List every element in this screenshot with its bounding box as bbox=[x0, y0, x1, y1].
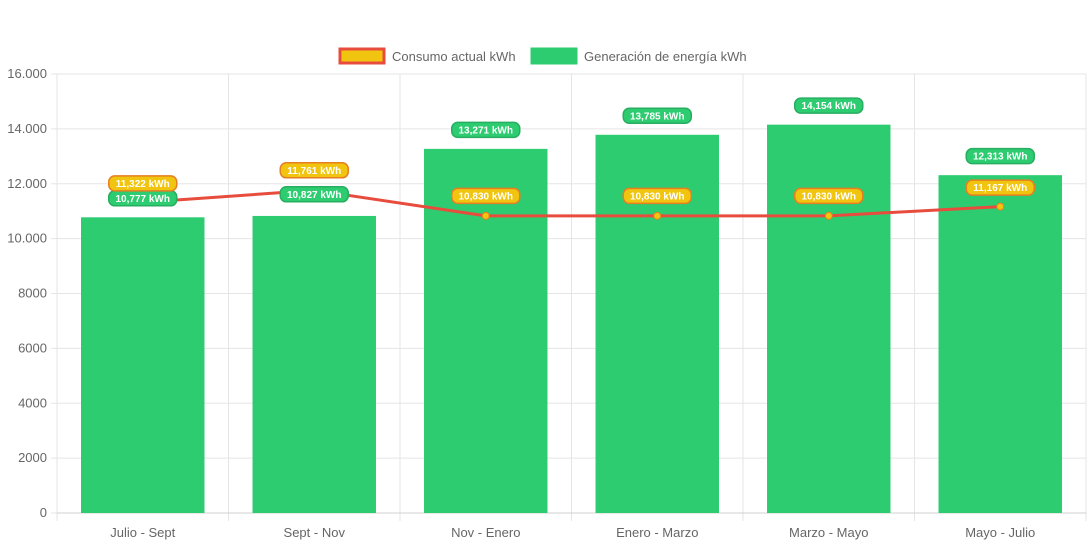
consumption-data-label: 11,761 kWh bbox=[279, 162, 349, 179]
generation-data-label-bg bbox=[622, 107, 692, 125]
y-tick-label: 14.000 bbox=[7, 121, 47, 136]
legend-label: Generación de energía kWh bbox=[584, 49, 747, 64]
consumption-data-label-text: 11,761 kWh bbox=[287, 166, 341, 177]
generation-data-label: 10,777 kWh bbox=[108, 190, 178, 207]
consumption-data-label: 10,830 kWh bbox=[794, 187, 864, 205]
generation-data-label-bg bbox=[451, 121, 521, 139]
consumption-data-label-text: 11,167 kWh bbox=[973, 183, 1027, 194]
x-tick-label: Nov - Enero bbox=[451, 525, 520, 540]
consumption-data-label-bg bbox=[108, 175, 178, 192]
generation-data-label: 14,154 kWh bbox=[794, 97, 864, 114]
generation-data-label-text: 10,777 kWh bbox=[116, 194, 170, 205]
consumption-data-label: 10,830 kWh bbox=[451, 187, 521, 205]
y-tick-label: 12.000 bbox=[7, 176, 47, 191]
generation-bars bbox=[81, 124, 1062, 514]
generation-data-label: 13,271 kWh bbox=[451, 121, 521, 139]
legend: Consumo actual kWh Generación de energía … bbox=[338, 47, 747, 65]
consumption-data-label-bg bbox=[965, 179, 1035, 196]
x-tick-label: Sept - Nov bbox=[284, 525, 346, 540]
generation-data-label-text: 13,271 kWh bbox=[459, 125, 513, 136]
generation-bar bbox=[252, 215, 376, 513]
generation-data-label-bg bbox=[794, 97, 864, 114]
legend-label: Consumo actual kWh bbox=[392, 49, 516, 64]
consumption-data-label: 11,322 kWh bbox=[108, 175, 178, 192]
consumption-data-label-text: 11,322 kWh bbox=[116, 179, 170, 190]
consumption-data-label-bg bbox=[794, 187, 864, 205]
x-tick-label: Julio - Sept bbox=[110, 525, 175, 540]
generation-data-label: 12,313 kWh bbox=[965, 147, 1035, 165]
consumption-point bbox=[824, 211, 833, 220]
y-tick-label: 8000 bbox=[18, 286, 47, 301]
generation-bar bbox=[81, 217, 205, 513]
y-tick-label: 4000 bbox=[18, 395, 47, 410]
consumption-point bbox=[481, 211, 490, 220]
y-axis: 0 2000 4000 6000 8000 10.000 12.000 14.000 16.00… bbox=[7, 66, 47, 520]
generation-data-label: 10,827 kWh bbox=[279, 186, 349, 203]
consumption-data-label-bg bbox=[622, 187, 692, 205]
consumption-data-label-text: 10,830 kWh bbox=[459, 191, 513, 202]
consumption-point bbox=[996, 202, 1005, 211]
consumption-data-label-bg bbox=[279, 162, 349, 179]
consumption-data-label-text: 10,830 kWh bbox=[802, 191, 856, 202]
x-tick-label: Mayo - Julio bbox=[965, 525, 1035, 540]
y-tick-label: 16.000 bbox=[7, 66, 47, 81]
legend-item[interactable]: Generación de energía kWh bbox=[530, 47, 747, 65]
consumption-data-label-text: 10,830 kWh bbox=[630, 191, 684, 202]
generation-data-label-bg bbox=[279, 186, 349, 203]
y-tick-label: 2000 bbox=[18, 450, 47, 465]
generation-data-label-text: 14,154 kWh bbox=[802, 101, 856, 112]
grid-lines bbox=[51, 73, 1087, 521]
x-tick-label: Enero - Marzo bbox=[616, 525, 698, 540]
generation-data-label-text: 13,785 kWh bbox=[630, 111, 684, 122]
consumption-data-label-bg bbox=[451, 187, 521, 205]
generation-bar bbox=[938, 175, 1062, 514]
x-axis: Julio - Sept Sept - Nov Nov - Enero Enero -… bbox=[57, 512, 1086, 540]
generation-bar bbox=[767, 124, 891, 513]
y-tick-label: 6000 bbox=[18, 340, 47, 355]
legend-swatch bbox=[338, 47, 386, 65]
y-tick-label: 0 bbox=[40, 505, 47, 520]
generation-data-label: 13,785 kWh bbox=[622, 107, 692, 125]
generation-data-label-text: 12,313 kWh bbox=[973, 152, 1027, 163]
generation-data-label-bg bbox=[965, 147, 1035, 165]
consumption-point bbox=[653, 211, 662, 220]
y-tick-label: 10.000 bbox=[7, 231, 47, 246]
legend-item[interactable]: Consumo actual kWh bbox=[338, 47, 516, 65]
generation-data-label-text: 10,827 kWh bbox=[287, 190, 341, 201]
x-tick-label: Marzo - Mayo bbox=[789, 525, 868, 540]
data-labels: 10,777 kWh 11,322 kWh 10,827 kWh 11,761 kWh… bbox=[108, 97, 1035, 207]
consumption-data-label: 10,830 kWh bbox=[622, 187, 692, 205]
consumption-data-label: 11,167 kWh bbox=[965, 179, 1035, 196]
legend-swatch bbox=[530, 47, 578, 65]
